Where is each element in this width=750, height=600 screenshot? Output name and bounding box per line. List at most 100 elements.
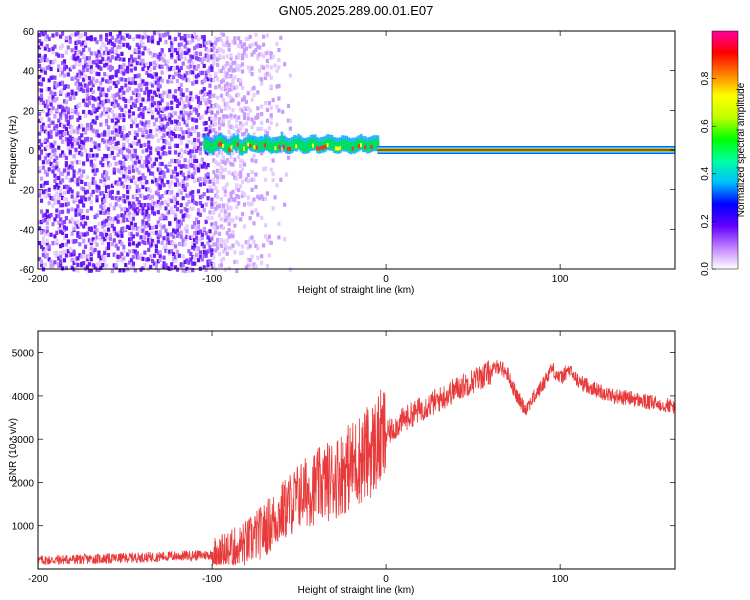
heatmap-cell [62,63,67,68]
heatmap-cell [156,187,160,192]
heatmap-cell [135,123,139,128]
heatmap-cell [254,32,258,37]
heatmap-cell [231,60,235,66]
heatmap-cell [166,31,170,36]
heatmap-cell [64,202,69,207]
heatmap-cell [225,251,229,256]
heatmap-cell [87,238,91,243]
heatmap-cell [72,239,76,244]
heatmap-cell [219,108,224,114]
heatmap-cell [47,187,51,192]
heatmap-cell [108,79,113,84]
heatmap-cell [170,240,174,245]
heatmap-cell [51,196,55,201]
heatmap-cell [87,255,91,260]
heatmap-cell [158,33,162,38]
heatmap-cell [80,221,84,226]
heatmap-cell [221,175,225,180]
heatmap-cell [74,109,78,115]
heatmap-cell [83,244,88,249]
x-tick-label: 0 [383,274,389,285]
heatmap-cell [145,62,149,67]
heatmap-cell [237,201,241,206]
heatmap-cell [267,50,271,56]
heatmap-cell [64,155,69,161]
heatmap-cell [202,191,206,197]
heatmap-cell [236,142,239,147]
heatmap-cell [57,262,61,267]
heatmap-cell [110,242,114,247]
heatmap-cell [268,140,271,151]
heatmap-cell [194,164,199,170]
heatmap-cell [53,178,57,183]
heatmap-cell [166,249,170,255]
heatmap-cell [68,124,72,129]
heatmap-cell [179,148,183,153]
heatmap-cell [89,246,93,251]
heatmap-cell [177,47,181,52]
heatmap-cell [106,184,111,190]
heatmap-cell [256,246,260,251]
heatmap-cell [41,100,46,105]
heatmap-cell [97,234,101,239]
heatmap-cell [254,47,258,53]
heatmap-cell [187,170,191,175]
heatmap-cell [106,87,111,92]
heatmap-cell [59,67,63,72]
heatmap-cell [137,241,141,246]
heatmap-cell [189,91,193,96]
heatmap-cell [70,108,74,113]
heatmap-cell [202,56,206,61]
heatmap-cell [66,72,70,77]
heatmap-cell [133,208,137,213]
heatmap-cell [189,191,193,196]
heatmap-cell [202,226,206,231]
heatmap-cell [47,167,51,172]
heatmap-cell [106,125,111,130]
heatmap-cell [116,140,120,146]
heatmap-cell [293,139,296,150]
heatmap-cell [106,65,111,70]
heatmap-cell [235,259,239,264]
heatmap-cell [212,210,216,215]
heatmap-cell [206,263,210,268]
heatmap-cell [57,226,61,231]
heatmap-cell [185,164,189,169]
heatmap-cell [60,224,65,229]
heatmap-cell [206,196,210,201]
heatmap-cell [137,45,141,50]
heatmap-cell [60,250,65,255]
heatmap-cell [145,209,149,214]
heatmap-cell [97,49,101,54]
heatmap-cell [80,215,84,221]
heatmap-cell [139,163,143,168]
heatmap-cell [51,50,55,55]
heatmap-cell [38,257,42,262]
heatmap-cell [162,171,166,176]
heatmap-cell [150,115,155,120]
heatmap-cell [124,178,128,183]
heatmap-cell [152,101,157,106]
heatmap-cell [116,91,120,97]
heatmap-cell [177,32,181,37]
heatmap-cell [244,46,248,51]
heatmap-cell [181,135,185,140]
heatmap-cell [39,230,44,235]
heatmap-cell [60,242,65,248]
heatmap-cell [126,88,130,93]
heatmap-cell [93,80,97,85]
heatmap-cell [185,98,189,103]
heatmap-cell [38,165,42,171]
heatmap-cell [87,185,91,191]
heatmap-cell [235,193,239,199]
heatmap-cell [198,43,203,48]
heatmap-cell [156,268,160,273]
heatmap-cell [185,143,189,148]
heatmap-cell [179,92,183,97]
heatmap-cell [139,61,143,66]
heatmap-cell [78,176,82,181]
heatmap-cell [210,222,214,227]
heatmap-cell [114,50,118,55]
heatmap-cell [231,68,235,73]
heatmap-cell [202,249,206,255]
